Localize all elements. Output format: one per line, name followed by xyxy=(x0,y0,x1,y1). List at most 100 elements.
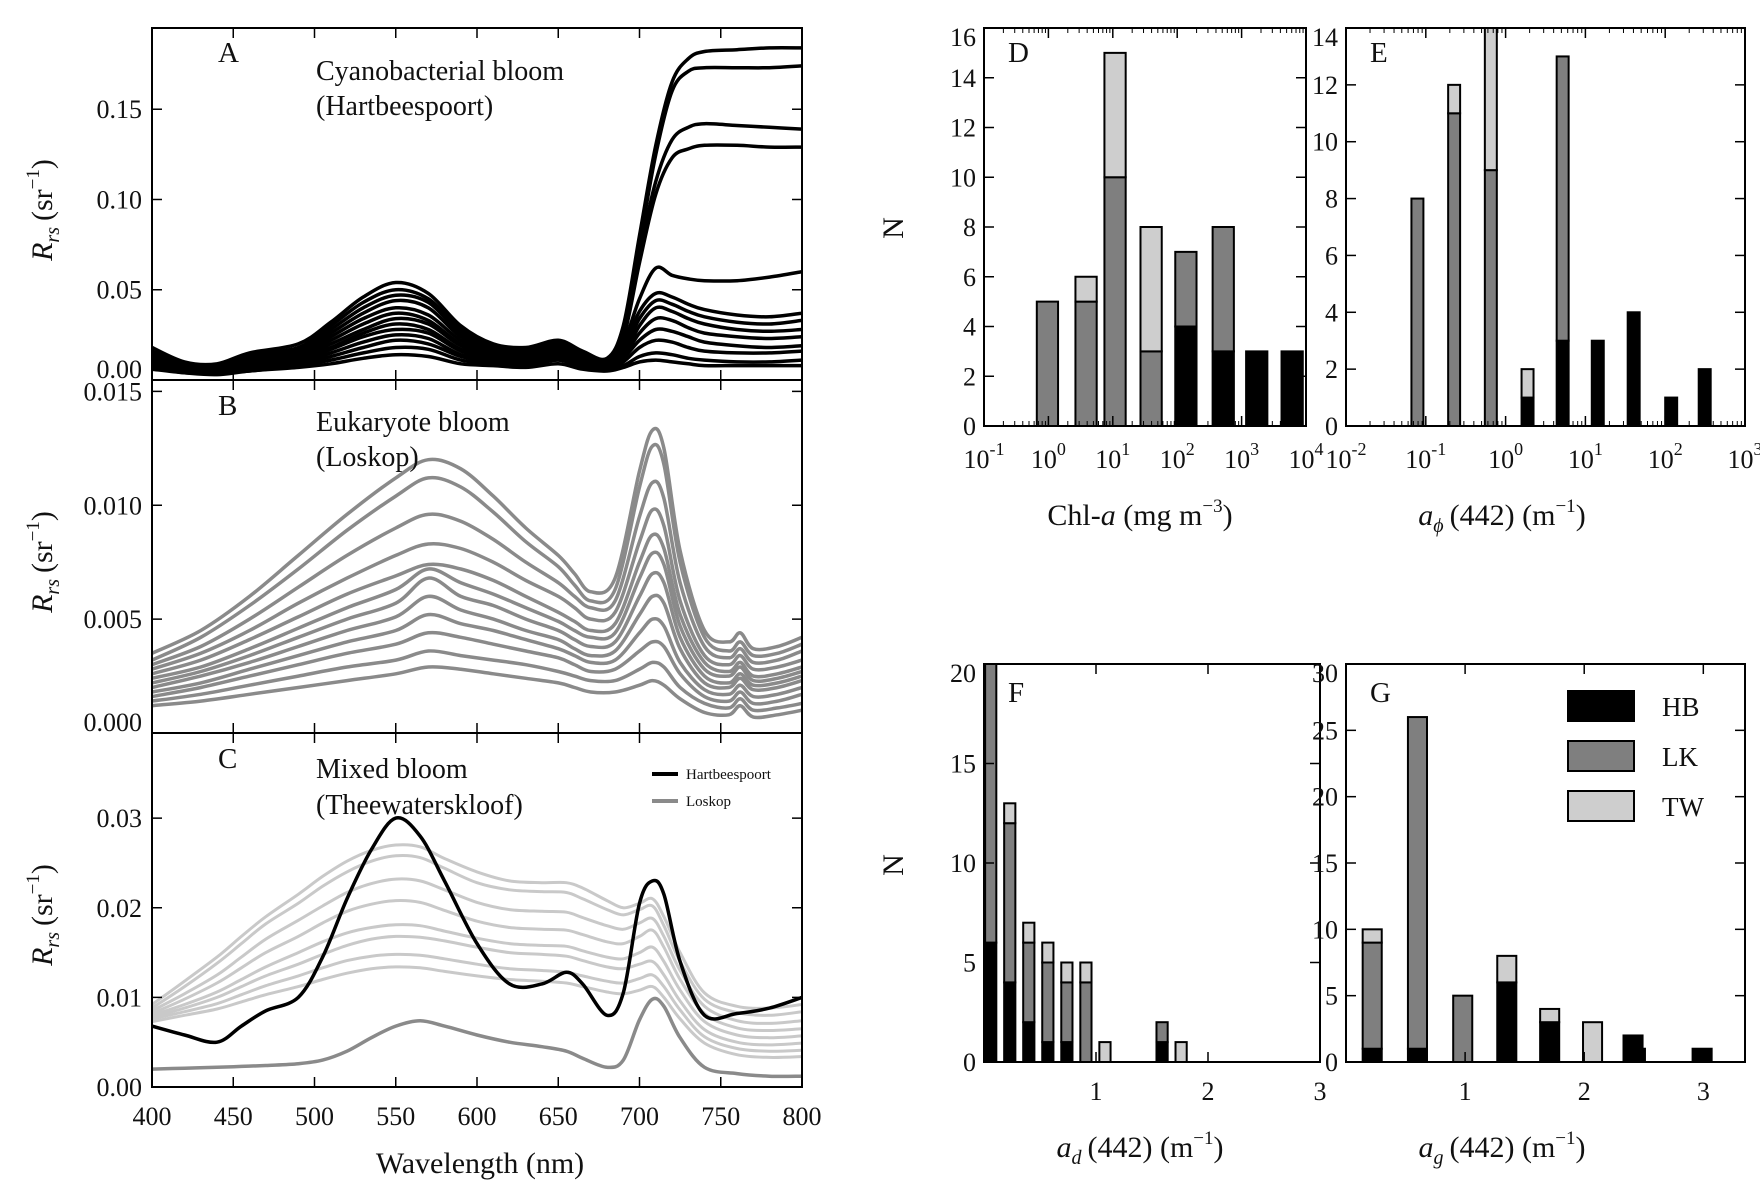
spectrum-line xyxy=(152,46,802,367)
x-tick-label: 103 xyxy=(1728,439,1760,474)
bar-tw xyxy=(1139,226,1163,353)
bar-lk xyxy=(1003,822,1017,984)
bar-hb xyxy=(1590,339,1605,426)
histogram-legend: HB LK TW xyxy=(1567,690,1704,822)
y-tick-label: 0.02 xyxy=(97,894,143,923)
plot-area xyxy=(152,426,802,720)
panel-e-letter: E xyxy=(1370,37,1388,69)
x-tick-base: 10 xyxy=(1405,445,1431,474)
y-tick-label: 0.15 xyxy=(97,95,143,124)
x-tick-base: 10 xyxy=(1095,445,1121,474)
spectrum-line xyxy=(152,550,802,684)
x-tick-label: 600 xyxy=(458,1102,497,1131)
x-tick-base: 10 xyxy=(964,445,990,474)
y-tick-label: 10 xyxy=(950,163,976,192)
spectrum-line xyxy=(152,352,802,377)
y-tick-label: 0.010 xyxy=(84,491,143,520)
bar-lk xyxy=(1361,941,1383,1050)
legend-label-lk: LK xyxy=(1662,742,1698,772)
bar-lk xyxy=(1041,961,1055,1044)
bar-lk xyxy=(1022,941,1036,1024)
x-tick-label: 1 xyxy=(1090,1077,1103,1106)
x-tick-label: 650 xyxy=(539,1102,578,1131)
y-tick-label: 4 xyxy=(963,313,976,342)
x-tick-exponent: 4 xyxy=(1315,439,1324,459)
bar-tw xyxy=(1174,1041,1188,1062)
bar-hb xyxy=(1520,396,1535,426)
x-axis-label-aphi: aϕ (442) (m−1) xyxy=(1418,496,1585,537)
spectrum-line xyxy=(152,630,802,706)
legend-label-hartbeespoort: Hartbeespoort xyxy=(686,767,772,783)
y-tick-label: 2 xyxy=(1325,355,1338,384)
spectrum-line xyxy=(152,532,802,679)
x-tick-base: 10 xyxy=(1488,445,1514,474)
bar-tw xyxy=(1060,961,1074,984)
x-tick-base: 10 xyxy=(1728,445,1754,474)
bar-lk xyxy=(1103,176,1127,426)
y-axis-label-c: Rrs(sr−1) xyxy=(23,864,64,967)
y-tick-label: 0 xyxy=(963,1048,976,1077)
bar-hb xyxy=(1555,339,1570,426)
bar-hb xyxy=(1626,311,1641,426)
y-tick-label: 5 xyxy=(1325,982,1338,1011)
y-tick-label: 8 xyxy=(963,213,976,242)
x-tick-exponent: -2 xyxy=(1352,439,1367,459)
y-tick-label: 2 xyxy=(963,362,976,391)
panel-a-title-line1: Cyanobacterial bloom xyxy=(316,56,564,87)
y-tick-label: 20 xyxy=(1312,783,1338,812)
x-tick-label: 102 xyxy=(1648,439,1683,474)
panel-a: 0.00 0.05 0.10 0.15 xyxy=(97,27,803,384)
spectrum-line xyxy=(152,121,802,368)
legend-label-loskop: Loskop xyxy=(686,794,731,810)
bar-tw xyxy=(1074,275,1098,303)
bar-lk xyxy=(984,664,998,944)
x-axis-label-chl: Chl-a (mg m−3) xyxy=(1047,496,1232,532)
y-tick-label: 0.000 xyxy=(84,708,143,737)
bar-lk xyxy=(1211,226,1235,353)
y-tick-label: 12 xyxy=(950,114,976,143)
plot-area xyxy=(1410,28,1712,426)
x-tick-label: 500 xyxy=(295,1102,334,1131)
x-tick-label: 100 xyxy=(1488,439,1523,474)
spectrum-line-loskop xyxy=(152,996,802,1079)
bar-lk xyxy=(1074,300,1098,426)
x-tick-label: 700 xyxy=(620,1102,659,1131)
bar-lk xyxy=(1406,716,1428,1050)
legend-label-tw: TW xyxy=(1662,792,1704,822)
panel-a-letter: A xyxy=(218,37,239,69)
panel-b-letter: B xyxy=(218,390,237,422)
y-tick-label: 12 xyxy=(1312,71,1338,100)
bar-lk xyxy=(1155,1021,1169,1044)
spectrum-line-theewaterskloof xyxy=(152,934,802,1047)
x-tick-base: 10 xyxy=(1568,445,1594,474)
panel-d-letter: D xyxy=(1008,37,1029,69)
legend-label-hb: HB xyxy=(1662,692,1700,722)
x-axis-label-ad: ad (442) (m−1) xyxy=(1056,1128,1223,1169)
x-tick-label: 450 xyxy=(214,1102,253,1131)
y-tick-label: 0.00 xyxy=(97,1073,143,1102)
y-tick-label: 14 xyxy=(950,64,976,93)
spectrum-line xyxy=(152,426,802,655)
x-tick-exponent: 1 xyxy=(1594,439,1603,459)
spectrum-line-theewaterskloof xyxy=(152,952,802,1053)
x-tick-base: 10 xyxy=(1648,445,1674,474)
x-tick-label: 102 xyxy=(1160,439,1195,474)
x-tick-base: 10 xyxy=(1289,445,1315,474)
bar-hb xyxy=(1622,1034,1644,1062)
y-axis-label-n-bottom: N xyxy=(877,854,910,876)
panel-c-letter: C xyxy=(218,743,237,775)
y-tick-label: 0.015 xyxy=(84,377,143,406)
bar-tw xyxy=(1079,961,1093,984)
bar-hb xyxy=(1539,1021,1561,1062)
panel-g-letter: G xyxy=(1370,677,1391,709)
plot-area xyxy=(152,46,802,377)
bar-hb xyxy=(1664,396,1679,426)
bar-lk xyxy=(1447,112,1462,426)
spectrum-line-hartbeespoort xyxy=(152,816,802,1045)
bar-tw xyxy=(1483,28,1498,172)
panel-c-legend: Hartbeespoort Loskop xyxy=(652,767,772,810)
plot-area xyxy=(984,664,1188,1062)
x-tick-label: 750 xyxy=(701,1102,740,1131)
y-tick-label: 4 xyxy=(1325,298,1338,327)
